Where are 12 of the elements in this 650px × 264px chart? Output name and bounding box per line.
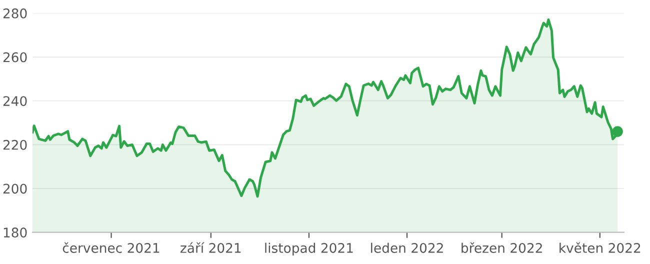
y-tick-label: 200 <box>3 184 27 194</box>
y-tick-label: 260 <box>3 52 27 62</box>
x-tick-label: březen 2022 <box>462 242 542 253</box>
x-tick-label: září 2021 <box>180 242 241 253</box>
x-tick-label: leden 2022 <box>371 242 443 253</box>
y-tick-label: 240 <box>3 96 27 106</box>
y-tick-label: 280 <box>3 8 27 18</box>
y-tick-label: 220 <box>3 140 27 150</box>
x-tick-label: květen 2022 <box>560 242 640 253</box>
x-tick-label: listopad 2021 <box>265 242 353 256</box>
y-tick-label: 180 <box>4 228 27 238</box>
x-tick-label: červenec 2021 <box>62 242 160 253</box>
